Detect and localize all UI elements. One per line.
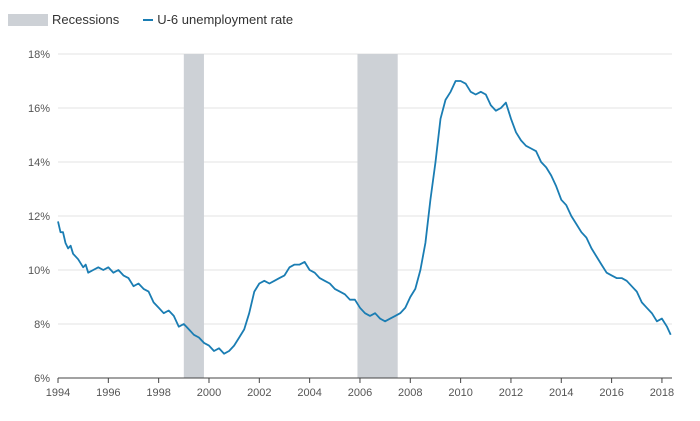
legend-label-u6: U-6 unemployment rate xyxy=(157,12,294,27)
legend-label-recessions: Recessions xyxy=(52,12,120,27)
x-tick-label-2016: 2016 xyxy=(599,387,623,399)
series-line-u6 xyxy=(57,80,672,355)
x-tick-label-1996: 1996 xyxy=(96,387,120,399)
legend-item-u6: U-6 unemployment rate xyxy=(143,12,293,27)
legend-swatch-u6 xyxy=(143,18,154,21)
legend-swatch-recessions xyxy=(8,13,48,26)
x-tick-label-2014: 2014 xyxy=(549,387,573,399)
x-tick-label-2004: 2004 xyxy=(297,387,321,399)
x-tick-label-2012: 2012 xyxy=(499,387,523,399)
x-tick-label-2018: 2018 xyxy=(650,387,674,399)
recession-band-2 xyxy=(357,54,398,378)
y-tick-label-18: 18% xyxy=(28,49,50,61)
x-tick-label-2008: 2008 xyxy=(398,387,422,399)
x-tick-label-1994: 1994 xyxy=(46,387,70,399)
y-tick-label-16: 16% xyxy=(28,103,50,115)
legend-item-recessions: Recessions xyxy=(8,12,119,27)
recession-band-1 xyxy=(183,54,204,378)
legend: Recessions U-6 unemployment rate xyxy=(8,12,317,27)
x-tick-label-2006: 2006 xyxy=(348,387,372,399)
x-tick-label-1998: 1998 xyxy=(146,387,170,399)
y-tick-label-8: 8% xyxy=(34,319,50,331)
y-tick-label-14: 14% xyxy=(28,157,50,169)
y-tick-label-12: 12% xyxy=(28,211,50,223)
y-tick-label-6: 6% xyxy=(34,373,50,385)
x-tick-label-2010: 2010 xyxy=(448,387,472,399)
x-tick-label-2000: 2000 xyxy=(197,387,221,399)
x-tick-label-2002: 2002 xyxy=(247,387,271,399)
y-tick-label-10: 10% xyxy=(28,265,50,277)
